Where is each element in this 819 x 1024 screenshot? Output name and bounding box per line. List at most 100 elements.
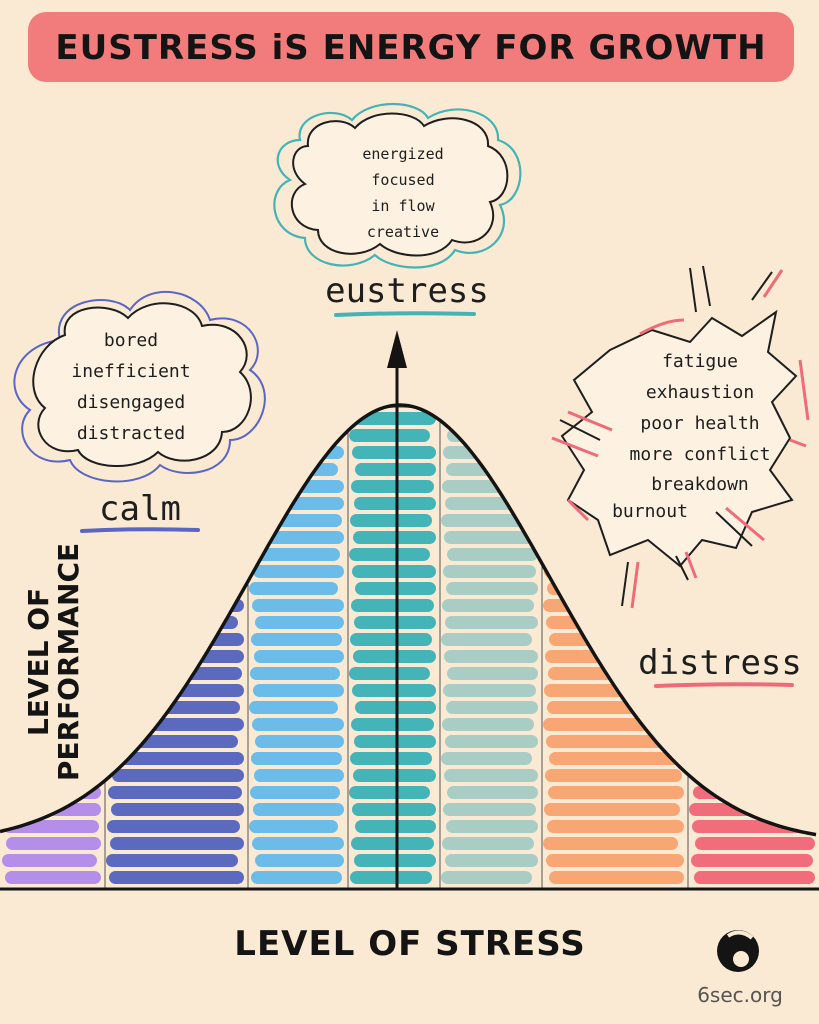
scribble-stroke <box>349 786 430 799</box>
scribble-stroke <box>546 735 684 748</box>
scribble-stroke <box>443 446 536 459</box>
burst-dash-pink <box>798 359 810 421</box>
scribble-stroke <box>354 497 436 510</box>
scribble-stroke <box>110 837 244 850</box>
calm-cloud <box>13 291 266 483</box>
scribble-stroke <box>254 769 344 782</box>
scribble-stroke <box>251 871 342 884</box>
scribble-stroke <box>350 871 432 884</box>
eustress-item-2: focused <box>371 171 434 189</box>
burst-dash-pink <box>567 410 613 432</box>
scribble-stroke <box>106 735 238 748</box>
scribble-stroke <box>251 514 342 527</box>
scribble-stroke <box>249 463 338 476</box>
scribble-stroke <box>252 837 344 850</box>
scribble-stroke <box>444 412 538 425</box>
burst-dash <box>689 267 697 313</box>
distress-item-3: poor health <box>640 413 759 434</box>
burst-dash <box>702 265 711 307</box>
scribble-stroke <box>106 616 238 629</box>
scribble-stroke <box>106 854 238 867</box>
scribble-stroke <box>254 650 344 663</box>
scribble-stroke <box>349 667 430 680</box>
scribble-stroke <box>444 531 538 544</box>
distress-item-1: fatigue <box>662 351 738 372</box>
scribble-stroke <box>249 701 338 714</box>
burst-dash <box>751 271 773 301</box>
scribble-stroke <box>443 684 536 697</box>
burst-dash-pink <box>630 561 640 609</box>
scribble-stroke <box>251 633 342 646</box>
scribble-stroke <box>5 871 101 884</box>
burst-dash <box>715 511 753 547</box>
calm-item-3: disengaged <box>77 392 185 413</box>
scribble-stroke <box>107 820 240 833</box>
scribble-stroke <box>445 497 538 510</box>
scribble-stroke <box>108 548 242 561</box>
scribble-stroke <box>254 531 344 544</box>
scribble-stroke <box>691 616 813 629</box>
scribble-stroke <box>446 701 538 714</box>
scribble-stroke <box>351 480 434 493</box>
scribble-stroke <box>549 752 684 765</box>
eustress-item-4: creative <box>367 223 439 241</box>
scribble-stroke <box>253 803 344 816</box>
scribble-stroke <box>445 735 538 748</box>
logo-mark-hole <box>733 951 749 967</box>
scribble-stroke <box>446 463 538 476</box>
scribble-stroke <box>446 582 538 595</box>
scribble-stroke <box>442 718 534 731</box>
distress-burst-outline <box>560 309 798 568</box>
scribble-stroke <box>695 718 815 731</box>
scribble-stroke <box>442 837 534 850</box>
burst-dash-pink <box>789 438 807 448</box>
burst-dash-pink <box>551 436 599 458</box>
scribble-stroke <box>250 786 340 799</box>
scribble-stroke <box>543 718 678 731</box>
logo-text: 6sec.org <box>697 983 783 1007</box>
distress-item-4: more conflict <box>630 444 771 465</box>
scribble-stroke <box>695 837 815 850</box>
burst-dash-pink <box>725 506 765 542</box>
calm-label: calm <box>99 489 181 529</box>
distress-underline <box>654 682 794 688</box>
scribble-stroke <box>441 752 532 765</box>
scribble-stroke <box>349 429 430 442</box>
scribble-stroke <box>111 565 244 578</box>
scribble-stroke <box>692 582 815 595</box>
title-banner <box>28 12 794 82</box>
scribble-stroke <box>547 582 684 595</box>
scribble-stroke <box>108 667 242 680</box>
scribble-stroke <box>349 548 430 561</box>
scribble-stroke <box>255 497 344 510</box>
scribble-stroke <box>544 565 680 578</box>
y-axis-label: LEVEL OF PERFORMANCE <box>22 543 85 781</box>
eustress-cloud-outline <box>290 112 509 257</box>
scribble-stroke <box>253 684 344 697</box>
eustress-label: eustress <box>325 271 489 311</box>
scribble-stroke <box>112 769 244 782</box>
burst-dash-pink <box>762 269 784 298</box>
scribble-stroke <box>110 718 244 731</box>
scribble-stroke <box>445 616 538 629</box>
scribble-stroke <box>443 803 536 816</box>
scribble-stroke <box>353 769 436 782</box>
scribble-stroke <box>2 854 97 867</box>
distress-burst <box>551 265 810 609</box>
scribble-stroke <box>251 752 342 765</box>
scribble-stroke <box>446 820 538 833</box>
scribble-stroke <box>108 786 242 799</box>
scribble-stroke <box>255 735 344 748</box>
distress-label: distress <box>638 643 802 683</box>
scribble-stroke <box>354 616 436 629</box>
burst-dash <box>621 561 629 607</box>
scribble-stroke <box>252 718 344 731</box>
calm-underline <box>80 527 200 533</box>
scribble-stroke <box>250 548 340 561</box>
scribble-stroke <box>5 514 101 527</box>
scribble-stroke <box>255 616 344 629</box>
scribble-stroke <box>111 803 244 816</box>
scribble-stroke <box>351 599 434 612</box>
scribble-stroke <box>252 599 344 612</box>
